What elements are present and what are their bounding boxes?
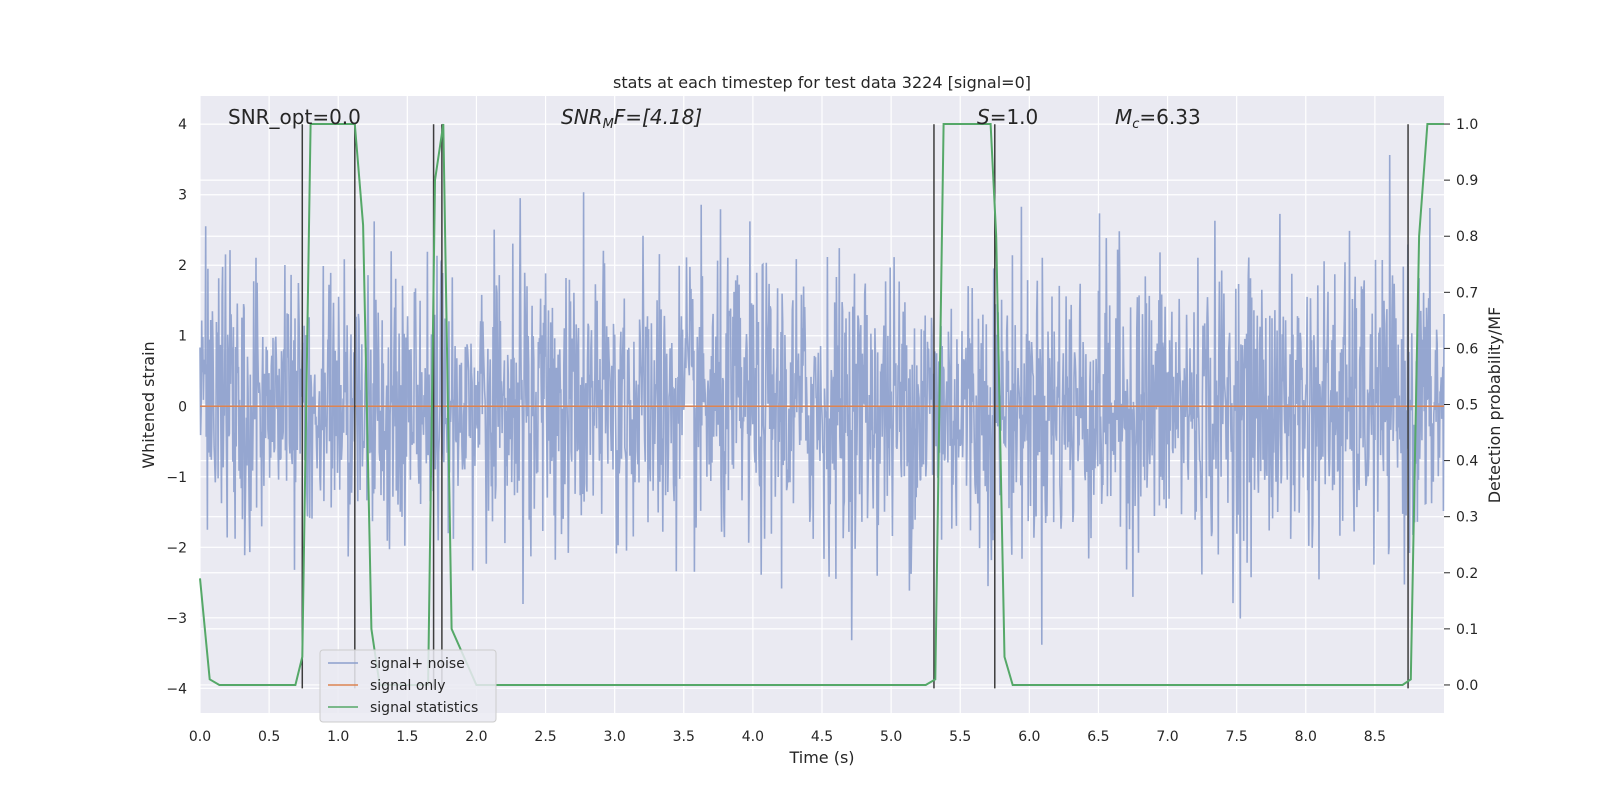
x-tick-label: 5.5 [949,729,971,745]
y-axis-label: Whitened strain [139,341,158,468]
y2-tick-label: 0.0 [1456,678,1478,694]
y2-tick-labels: 1.0 0.9 0.8 0.7 0.6 0.5 0.4 0.3 0.2 0.1 0.0 [1444,117,1478,694]
y2-tick-label: 1.0 [1456,117,1478,133]
x-tick-label: 3.0 [604,729,626,745]
legend-box [319,649,497,723]
chart-title: stats at each timestep for test data 322… [613,73,1031,92]
x-tick-label: 8.5 [1364,729,1386,745]
legend-label-statistics: signal statistics [370,700,478,716]
x-tick-label: 2.5 [534,729,556,745]
x-tick-label: 7.0 [1156,729,1178,745]
y-tick-label: 3 [178,188,187,204]
x-tick-labels: 0.0 0.5 1.0 1.5 2.0 2.5 3.0 3.5 4.0 4.5 5.0 5.5 6.0 6… [189,729,1386,745]
legend-label-noise: signal+ noise [370,656,465,672]
y2-tick-label: 0.9 [1456,173,1478,189]
legend-label-signal-only: signal only [370,678,445,694]
y-tick-label: 0 [178,399,187,415]
noise-line [199,154,1445,645]
y2-tick-label: 0.8 [1456,229,1478,245]
x-tick-label: 4.0 [742,729,764,745]
snr-mf-rest: F=[4.18] [614,105,702,129]
y2-tick-label: 0.2 [1456,566,1478,582]
x-tick-label: 7.5 [1226,729,1248,745]
y2-tick-label: 0.7 [1456,285,1478,301]
x-tick-label: 6.0 [1018,729,1040,745]
legend: signal+ noise signal only signal statist… [319,649,497,723]
y2-tick-label: 0.3 [1456,510,1478,526]
y2-tick-label: 0.6 [1456,341,1478,357]
x-tick-label: 6.5 [1087,729,1109,745]
s-main: S [977,105,990,129]
mc-sub: c [1132,117,1139,132]
y-tick-label: −1 [166,470,187,486]
x-axis-label: Time (s) [788,748,854,767]
y2-axis-label: Detection probability/MF [1485,307,1504,504]
s-rest: =1.0 [990,105,1039,129]
snr-mf-sub: M [603,117,614,132]
y-tick-label: 1 [178,329,187,345]
snr-mf-main: SNR [561,105,603,129]
mc-rest: =6.33 [1139,105,1200,129]
y2-tick-label: 0.4 [1456,454,1478,470]
mc-main: M [1115,105,1132,129]
y-tick-label: 2 [178,258,187,274]
x-tick-label: 1.5 [396,729,418,745]
y-tick-labels: 4 3 2 1 0 −1 −2 −3 −4 [166,117,187,697]
y2-tick-label: 0.1 [1456,622,1478,638]
x-tick-label: 5.0 [880,729,902,745]
snr-opt-annotation: SNR_opt=0.0 [228,105,361,129]
y-tick-label: −4 [166,681,187,697]
x-tick-label: 0.5 [258,729,280,745]
y-tick-label: 4 [178,117,187,133]
x-tick-label: 8.0 [1295,729,1317,745]
x-tick-label: 2.0 [465,729,487,745]
mc-annotation: Mc=6.33 [1115,105,1201,132]
snr-mf-annotation: SNRMF=[4.18] [561,105,702,132]
x-tick-label: 3.5 [673,729,695,745]
y-tick-label: −3 [166,611,187,627]
y-tick-label: −2 [166,540,187,556]
signal-noise-series [199,154,1445,645]
y2-tick-label: 0.5 [1456,398,1478,414]
x-tick-label: 0.0 [189,729,211,745]
x-tick-label: 4.5 [811,729,833,745]
x-tick-label: 1.0 [327,729,349,745]
s-annotation: S=1.0 [977,105,1038,129]
